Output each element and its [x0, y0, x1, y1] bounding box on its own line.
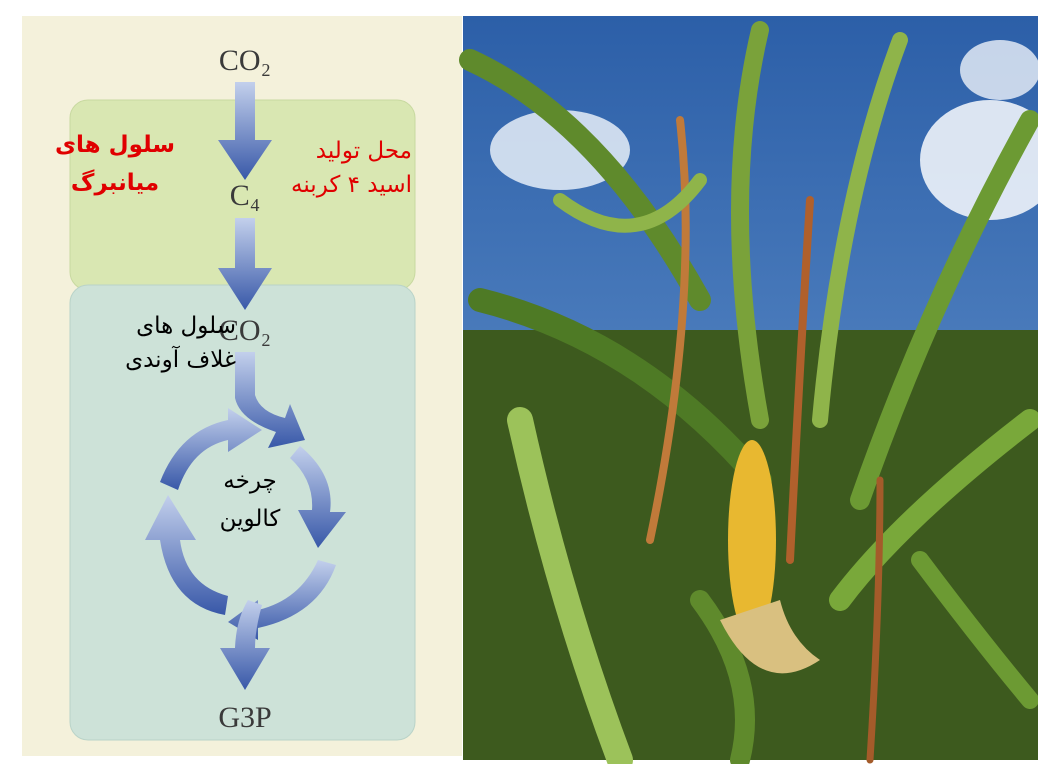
- bundle-sheath-label: سلول های: [136, 313, 236, 339]
- calvin-cycle-label: چرخه: [223, 468, 276, 494]
- calvin-cycle-label: کالوین: [220, 506, 281, 532]
- co2-label: CO₂: [219, 44, 271, 77]
- g3p-label: G3P: [218, 701, 271, 734]
- cloud: [960, 40, 1038, 100]
- page: CO₂ C₄ CO₂ G3P سلول های میانبرگ محل تولی…: [0, 0, 1038, 764]
- corn-photo: [463, 16, 1038, 760]
- mesophyll-label: میانبرگ: [71, 169, 159, 196]
- c4-label: C₄: [230, 179, 260, 212]
- mesophyll-label: سلول های: [55, 132, 175, 158]
- c4-site-label: اسید ۴ کربنه: [291, 172, 412, 198]
- c4-site-label: محل تولید: [316, 138, 412, 164]
- bundle-sheath-label: غلاف آوندی: [125, 345, 236, 373]
